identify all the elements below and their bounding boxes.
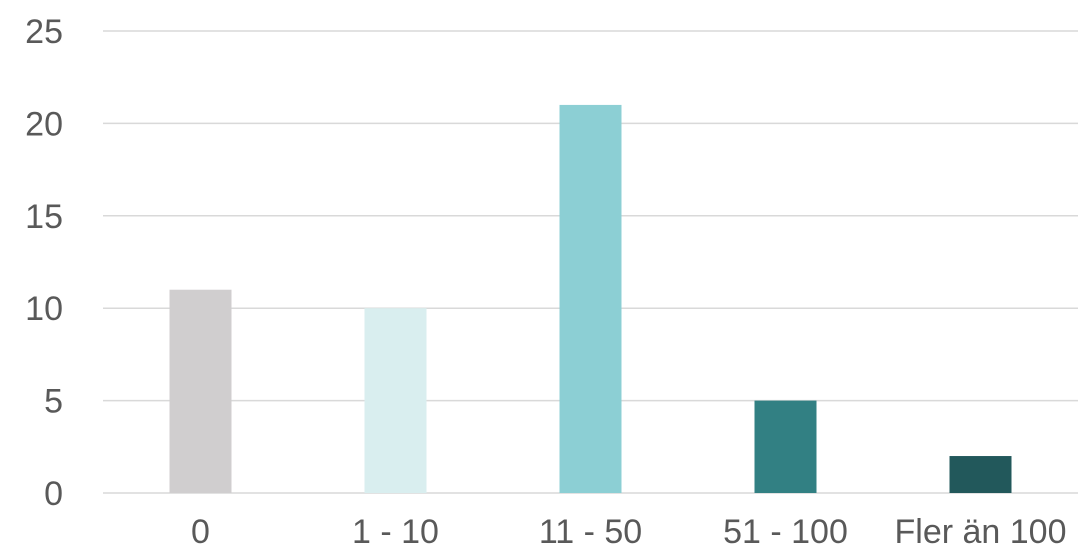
bar-3 bbox=[754, 400, 817, 493]
x-tick-label: 11 - 50 bbox=[539, 513, 642, 551]
y-tick-label: 20 bbox=[25, 105, 63, 143]
bar-4 bbox=[949, 456, 1012, 493]
bar-2 bbox=[559, 104, 622, 494]
bar-0 bbox=[169, 289, 232, 493]
x-tick-label: Fler än 100 bbox=[895, 513, 1067, 551]
y-tick-label: 0 bbox=[44, 475, 63, 513]
x-tick-label: 0 bbox=[191, 513, 210, 551]
y-axis-tick-labels: 0 5 10 15 20 25 bbox=[25, 13, 63, 513]
bar-1 bbox=[364, 308, 427, 493]
x-tick-label: 1 - 10 bbox=[352, 513, 439, 551]
y-tick-label: 25 bbox=[25, 13, 63, 51]
x-tick-label: 51 - 100 bbox=[723, 513, 848, 551]
y-tick-label: 5 bbox=[44, 383, 63, 421]
bars bbox=[169, 104, 1012, 494]
y-tick-label: 10 bbox=[25, 290, 63, 328]
y-tick-label: 15 bbox=[25, 198, 63, 236]
x-axis-tick-labels: 0 1 - 10 11 - 50 51 - 100 Fler än 100 bbox=[191, 513, 1066, 551]
